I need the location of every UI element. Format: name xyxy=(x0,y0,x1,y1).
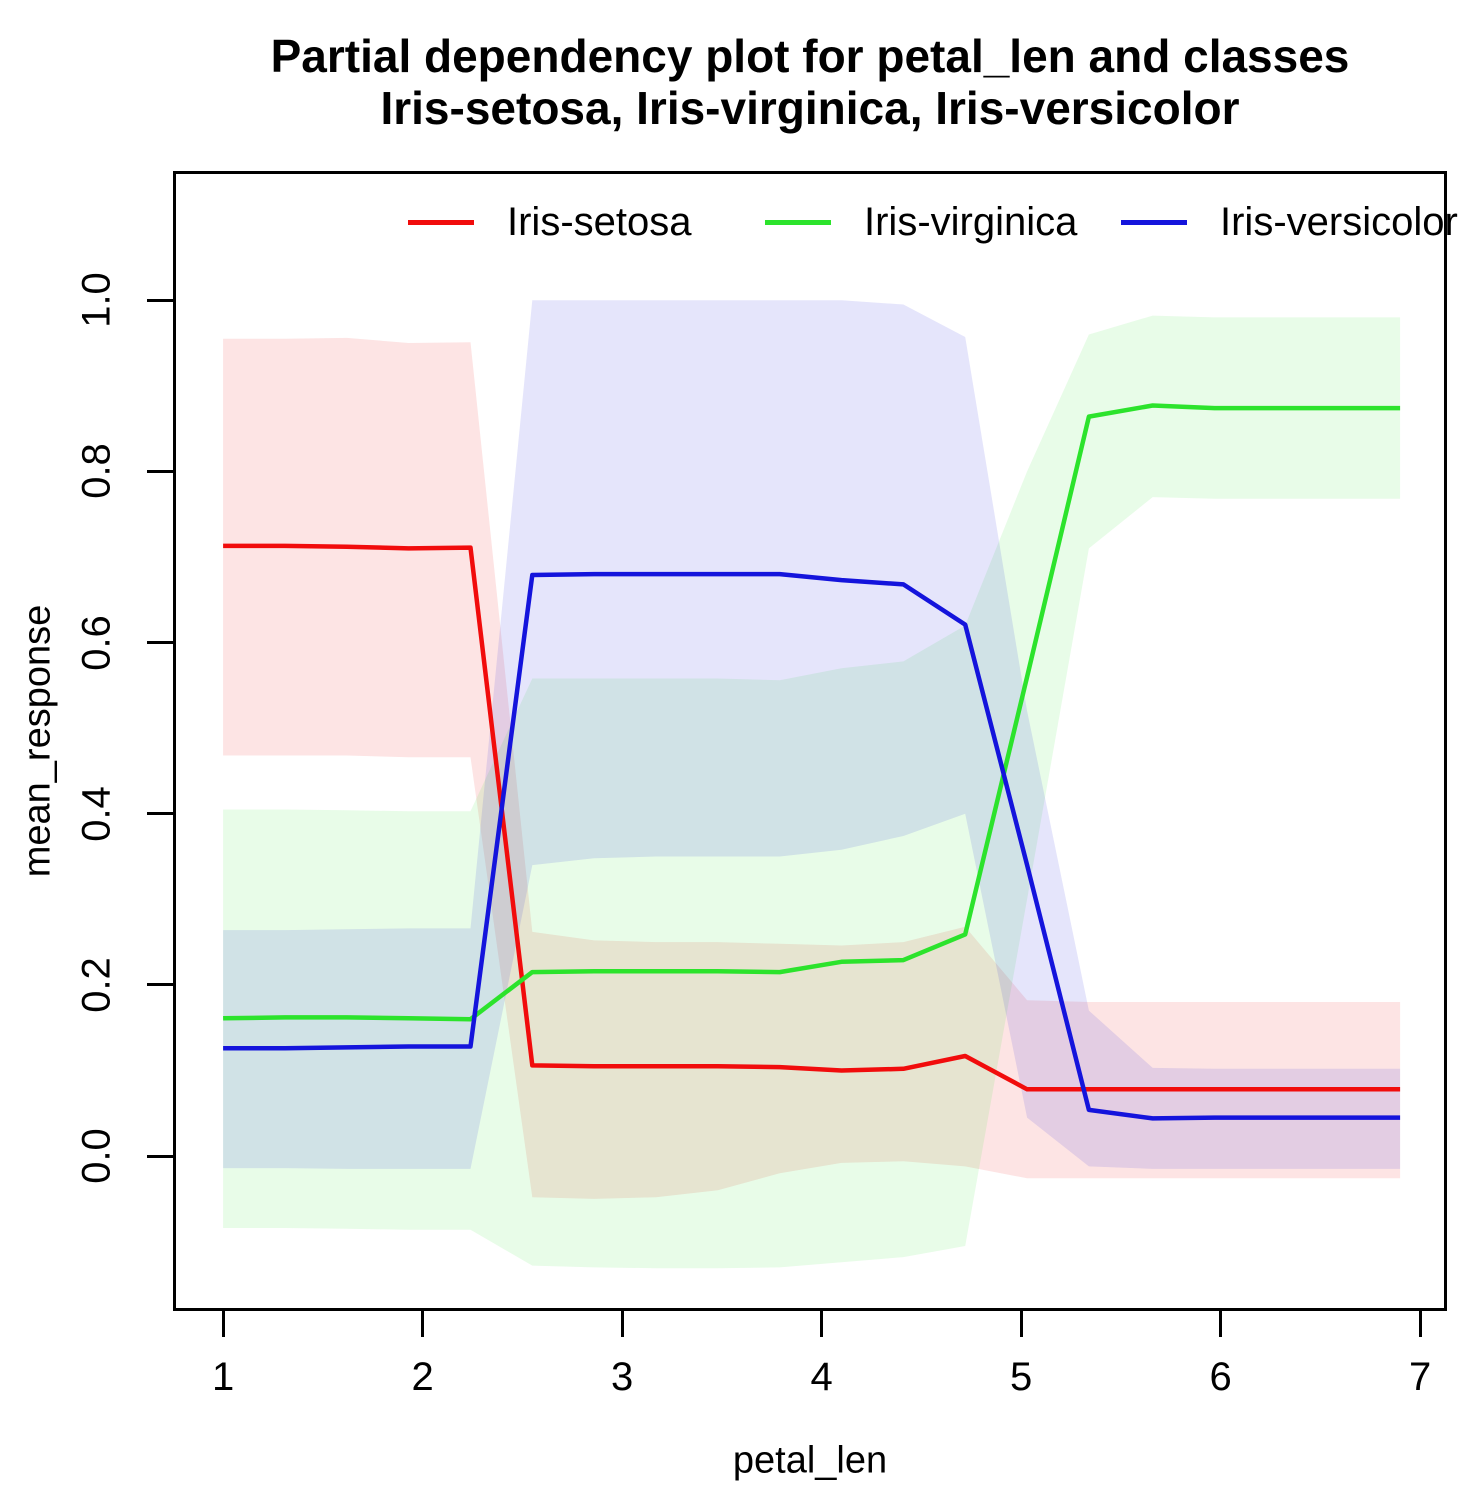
legend-line-swatch-red xyxy=(408,219,474,225)
y-axis-tick xyxy=(147,983,173,987)
x-axis-tick xyxy=(421,1311,425,1337)
y-axis-tick xyxy=(147,469,173,473)
legend-line-swatch-blue xyxy=(1121,219,1187,225)
y-axis-tick-label: 1.0 xyxy=(74,272,119,329)
x-axis-tick-label: 1 xyxy=(211,1355,235,1399)
x-axis-tick-label: 3 xyxy=(610,1355,634,1399)
band-iris-versicolor xyxy=(223,300,1401,1169)
x-axis-tick xyxy=(820,1311,824,1337)
plot-svg xyxy=(173,171,1447,1311)
y-axis-tick-label: 0.0 xyxy=(74,1128,119,1184)
y-axis-tick-label: 0.2 xyxy=(74,957,119,1013)
mean-line-iris-setosa xyxy=(223,543,1401,1092)
x-axis-tick-label: 2 xyxy=(411,1355,434,1399)
x-axis-label: petal_len xyxy=(732,1439,888,1482)
mean-line-iris-versicolor xyxy=(223,571,1401,1121)
x-axis-tick-label: 7 xyxy=(1408,1355,1432,1399)
plot-border xyxy=(173,171,1447,1311)
y-axis-tick-label: 0.4 xyxy=(74,785,119,842)
legend-label: Iris-virginica xyxy=(864,199,1078,244)
legend-item-iris-setosa: Iris-setosa xyxy=(408,199,692,244)
y-axis-label: mean_response xyxy=(16,604,59,878)
y-axis-tick xyxy=(147,1154,173,1158)
chart-title-line2: Iris-setosa, Iris-virginica, Iris-versic… xyxy=(380,82,1240,134)
y-axis-tick-label: 0.8 xyxy=(74,443,119,500)
x-axis-tick xyxy=(1219,1311,1223,1337)
y-axis-tick-label: 0.6 xyxy=(74,614,119,671)
legend-item-iris-versicolor: Iris-versicolor xyxy=(1121,199,1458,244)
x-axis-tick-label: 6 xyxy=(1209,1355,1232,1399)
band-iris-virginica xyxy=(223,315,1401,1269)
y-axis-tick xyxy=(147,812,173,816)
y-axis-tick xyxy=(147,641,173,645)
mean-line-iris-virginica xyxy=(223,403,1401,1022)
legend-label: Iris-versicolor xyxy=(1220,199,1458,244)
x-axis-tick-label: 5 xyxy=(1009,1355,1033,1399)
y-axis-tick xyxy=(147,298,173,302)
x-axis-tick-label: 4 xyxy=(810,1355,833,1399)
x-axis-tick xyxy=(620,1311,624,1337)
legend-item-iris-virginica: Iris-virginica xyxy=(765,199,1078,244)
x-axis-tick xyxy=(1418,1311,1422,1337)
x-axis-tick xyxy=(221,1311,225,1337)
chart-title: Partial dependency plot for petal_len an… xyxy=(173,30,1447,134)
x-axis-tick xyxy=(1019,1311,1023,1337)
legend-line-swatch-green xyxy=(765,219,831,225)
chart-title-line1: Partial dependency plot for petal_len an… xyxy=(270,30,1350,82)
legend-label: Iris-setosa xyxy=(507,199,692,244)
